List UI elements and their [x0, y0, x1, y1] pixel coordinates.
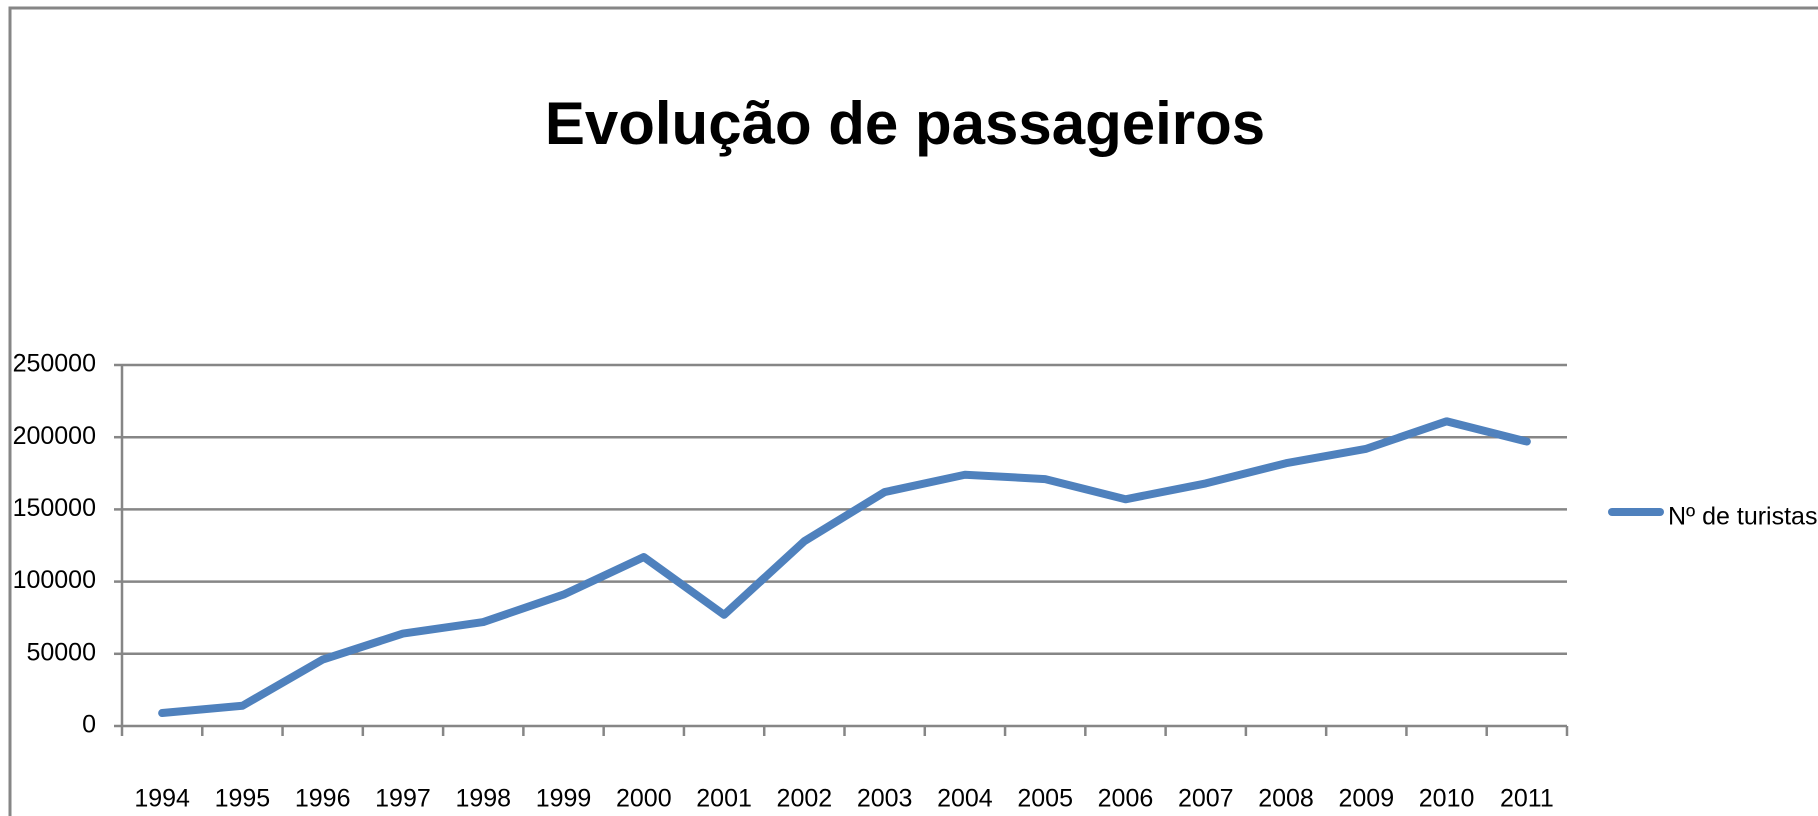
y-tick-label: 0 [82, 711, 96, 739]
y-tick-label: 50000 [26, 638, 96, 666]
x-tick-label: 2010 [1419, 785, 1475, 813]
y-tick-label: 150000 [13, 494, 96, 522]
x-tick-label: 2001 [696, 785, 752, 813]
data-line [158, 417, 1531, 718]
legend-label: Nº de turistas [1668, 503, 1817, 531]
x-tick-label: 1997 [375, 785, 431, 813]
x-tick-label: 2006 [1098, 785, 1154, 813]
x-tick-label: 2000 [616, 785, 672, 813]
x-tick-label: 2002 [777, 785, 833, 813]
x-tick-label: 1999 [536, 785, 592, 813]
x-tick-label: 2008 [1258, 785, 1314, 813]
y-tick-label: 100000 [13, 566, 96, 594]
x-tick-label: 1995 [215, 785, 271, 813]
chart-frame [8, 6, 1818, 816]
x-tick-label: 1994 [134, 785, 190, 813]
x-tick-label: 2004 [937, 785, 993, 813]
x-tick-label: 2003 [857, 785, 913, 813]
x-tick-label: 2009 [1338, 785, 1394, 813]
x-tick-label: 2005 [1017, 785, 1073, 813]
y-tick-label: 250000 [13, 350, 96, 378]
x-tick-label: 1996 [295, 785, 351, 813]
x-tick-label: 2007 [1178, 785, 1234, 813]
chart-title: Evolução de passageiros [545, 90, 1265, 157]
y-tick-label: 200000 [13, 422, 96, 450]
x-tick-label: 2011 [1500, 785, 1554, 813]
x-tick-label: 1998 [455, 785, 511, 813]
